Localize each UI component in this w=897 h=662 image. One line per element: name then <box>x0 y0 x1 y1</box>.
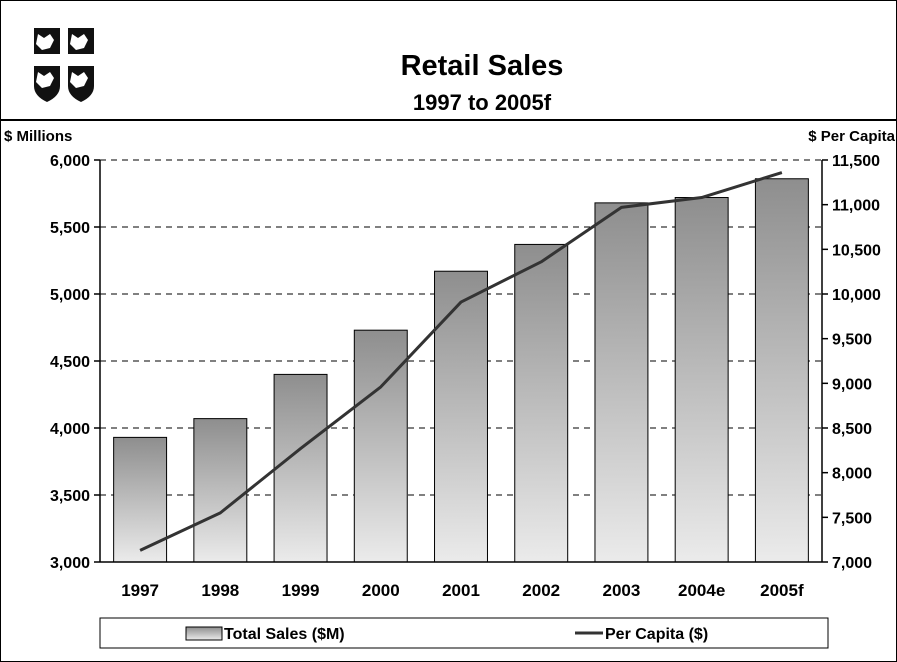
line-series <box>139 171 783 552</box>
axes: 3,000 3,500 4,000 4,500 5,000 5,500 6,000 7,000… <box>50 153 881 600</box>
x-tick-label: 2002 <box>522 581 560 600</box>
x-tick-label: 2005f <box>760 581 804 600</box>
bar-1999 <box>273 373 328 563</box>
y-left-axis-label: $ Millions <box>4 128 72 145</box>
x-tick-label: 1999 <box>282 581 320 600</box>
y-left-tick-label: 5,000 <box>50 287 90 304</box>
bar-1998 <box>193 418 248 563</box>
y-left-tick-label: 6,000 <box>50 153 90 170</box>
x-tick-label: 1997 <box>121 581 159 600</box>
chart-subtitle: 1997 to 2005f <box>413 90 552 115</box>
legend-label-per-capita: Per Capita ($) <box>605 626 708 643</box>
y-right-tick-label: 11,500 <box>832 153 880 170</box>
bar-2002 <box>514 243 569 563</box>
y-right-tick-label: 9,500 <box>832 332 872 349</box>
bar-2004e <box>674 197 729 563</box>
legend-swatch-bar <box>185 626 223 641</box>
bar-2000 <box>353 329 408 563</box>
y-left-tick-label: 4,500 <box>50 354 90 371</box>
legend: Total Sales ($M) Per Capita ($) <box>99 617 829 649</box>
y-right-tick-label: 7,000 <box>832 555 872 572</box>
y-right-tick-label: 8,500 <box>832 421 872 438</box>
y-left-tick-label: 3,000 <box>50 555 90 572</box>
y-right-tick-label: 10,500 <box>832 242 881 259</box>
y-right-tick-label: 7,500 <box>832 510 872 527</box>
y-right-tick-label: 8,000 <box>832 466 872 483</box>
x-tick-label: 2000 <box>362 581 400 600</box>
x-tick-label: 2004e <box>678 581 725 600</box>
bar-2003 <box>594 202 649 563</box>
y-left-tick-label: 4,000 <box>50 421 90 438</box>
y-right-tick-label: 9,000 <box>832 376 872 393</box>
chart-title: Retail Sales <box>401 50 564 82</box>
legend-label-total-sales: Total Sales ($M) <box>224 626 345 643</box>
bar-2005f <box>754 178 809 563</box>
coat-of-arms-logo <box>34 28 94 102</box>
x-tick-label: 2001 <box>442 581 480 600</box>
y-left-tick-label: 5,500 <box>50 220 90 237</box>
y-left-tick-label: 3,500 <box>50 488 90 505</box>
y-right-tick-label: 10,000 <box>832 287 881 304</box>
y-right-axis-label: $ Per Capita <box>808 128 895 145</box>
bar-2001 <box>434 270 488 563</box>
y-right-tick-label: 11,000 <box>832 198 880 215</box>
x-tick-label: 1998 <box>201 581 239 600</box>
x-tick-label: 2003 <box>603 581 641 600</box>
